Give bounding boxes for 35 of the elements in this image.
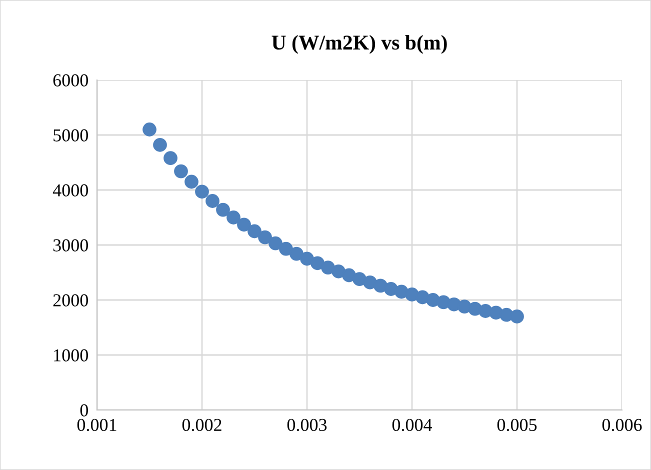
x-tick-label: 0.006 (602, 418, 642, 432)
point (258, 230, 272, 244)
x-tick-label: 0.002 (182, 418, 222, 432)
point (248, 224, 262, 238)
point (237, 218, 251, 232)
x-tick-label: 0.004 (392, 418, 432, 432)
x-tick-label: 0.003 (287, 418, 327, 432)
point (300, 252, 314, 266)
x-tick-label: 0.001 (77, 418, 116, 432)
point (142, 122, 156, 136)
point (342, 268, 356, 282)
point (226, 210, 240, 224)
point (174, 164, 188, 178)
point (290, 246, 304, 261)
point (332, 264, 346, 278)
point (321, 260, 335, 274)
y-tick-label: 5000 (54, 129, 88, 142)
point (206, 194, 220, 208)
point (195, 184, 209, 199)
point (164, 151, 178, 166)
point (153, 138, 167, 152)
x-tick-label: 0.005 (497, 418, 537, 432)
y-tick-label: 6000 (53, 74, 88, 86)
point (268, 236, 282, 250)
y-tick-label: 3000 (53, 239, 88, 252)
y-tick-label: 1000 (54, 349, 88, 362)
chart-title: U (W/m2K) vs b(m) (272, 34, 447, 54)
point (510, 310, 524, 324)
y-tick-label: 2000 (53, 294, 88, 306)
point (216, 202, 230, 217)
point (310, 256, 324, 270)
point (184, 174, 198, 189)
y-tick-label: 0 (80, 404, 88, 416)
y-tick-label: 4000 (52, 184, 88, 196)
point (279, 242, 293, 256)
